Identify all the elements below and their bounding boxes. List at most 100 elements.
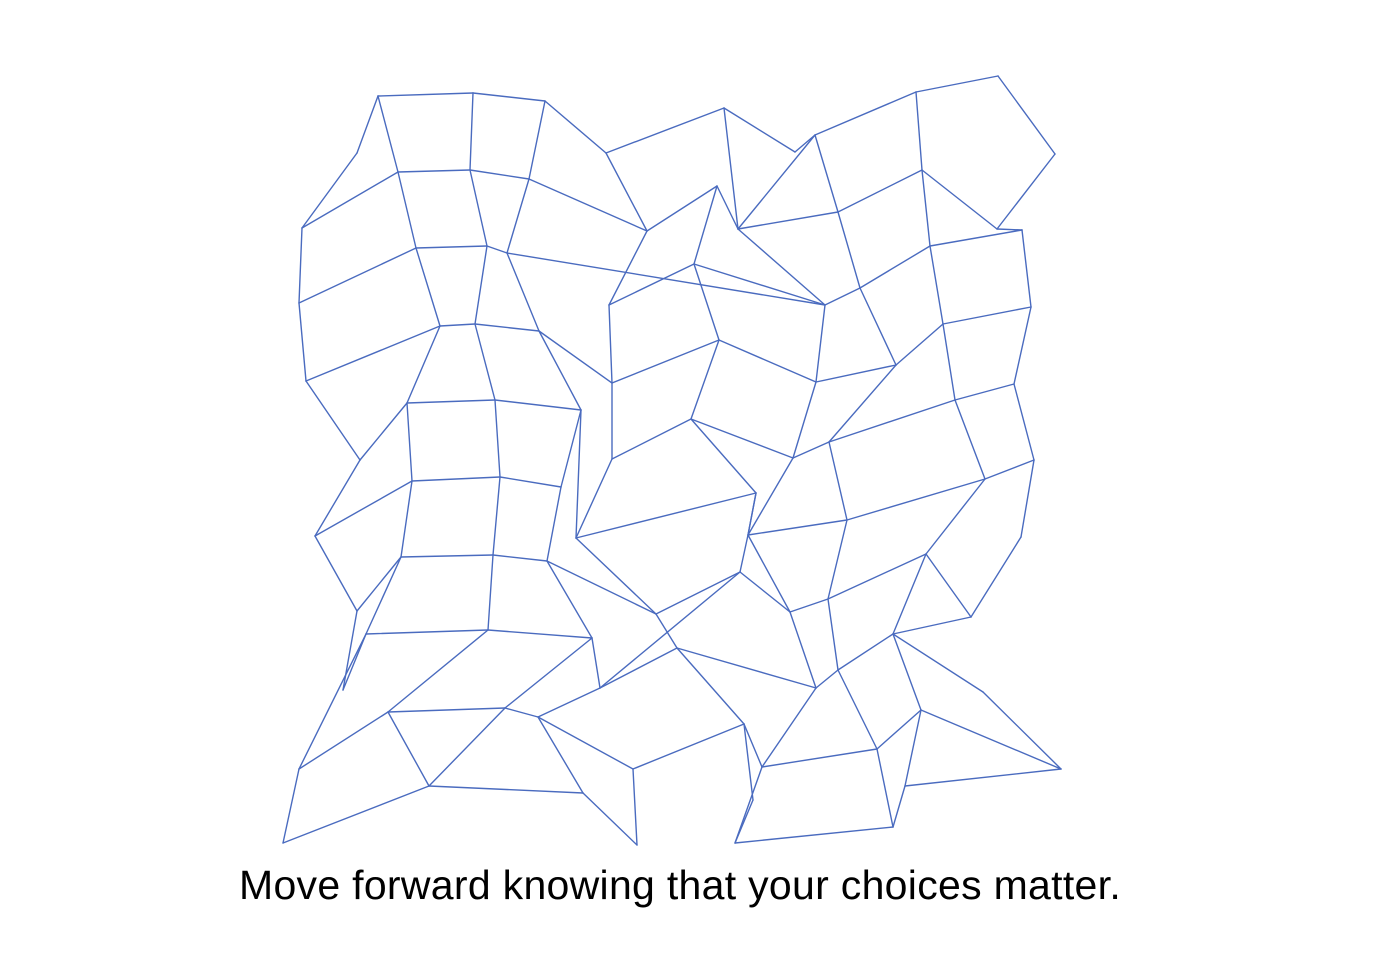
mesh-edge xyxy=(761,687,817,768)
mesh-edge xyxy=(365,556,402,635)
mesh-edge xyxy=(1013,306,1032,385)
mesh-edge xyxy=(611,339,720,384)
mesh-edge xyxy=(469,169,530,180)
mesh-edge xyxy=(895,323,944,366)
mesh-edge xyxy=(305,380,361,461)
mesh-edge xyxy=(494,399,582,411)
mesh-edge xyxy=(723,107,739,230)
mesh-edge xyxy=(506,252,826,306)
mesh-edge xyxy=(837,169,923,213)
mesh-edge xyxy=(538,330,582,411)
mesh-edge xyxy=(837,669,878,750)
mesh-edge xyxy=(305,325,441,382)
mesh-edge xyxy=(537,716,634,770)
mesh-edge xyxy=(528,178,648,232)
mesh-edge xyxy=(828,364,897,443)
mesh-edge xyxy=(789,611,817,689)
mesh-edge xyxy=(690,339,720,420)
mesh-edge xyxy=(997,75,1056,155)
mesh-edge xyxy=(546,560,593,639)
mesh-edge xyxy=(314,480,413,537)
mesh-edge xyxy=(827,519,848,600)
mesh-edge xyxy=(837,211,861,289)
mesh-edge xyxy=(560,409,582,488)
mesh-edge xyxy=(827,598,839,671)
mesh-edge xyxy=(537,716,584,794)
mesh-edge xyxy=(655,613,678,649)
mesh-edge xyxy=(904,768,1062,787)
mesh-edge xyxy=(892,633,922,711)
mesh-edge xyxy=(690,418,794,459)
mesh-edge xyxy=(982,691,1062,770)
mesh-edge xyxy=(469,169,488,247)
mesh-edge xyxy=(504,707,539,718)
mesh-edge xyxy=(575,492,757,539)
mesh-edge xyxy=(472,92,546,102)
mesh-edge xyxy=(739,571,791,613)
mesh-edge xyxy=(342,610,358,691)
mesh-edge xyxy=(487,629,593,639)
mesh-edge xyxy=(406,402,413,482)
mesh-edge xyxy=(415,247,441,327)
mesh-edge xyxy=(792,441,830,459)
mesh-edge xyxy=(356,556,402,612)
mesh-edge xyxy=(499,476,562,488)
mesh-edge xyxy=(792,381,817,459)
mesh-edge xyxy=(486,245,508,254)
mesh-edge xyxy=(743,723,763,768)
mesh-edge xyxy=(400,480,413,558)
mesh-edge xyxy=(282,768,300,844)
mesh-edge xyxy=(1020,459,1035,538)
mesh-edge xyxy=(892,785,906,828)
mesh-edge xyxy=(690,418,757,494)
mesh-edge xyxy=(599,647,678,689)
mesh-edge xyxy=(365,629,489,635)
mesh-edge xyxy=(538,330,613,384)
mesh-edge xyxy=(739,534,749,573)
mesh-edge xyxy=(815,304,826,383)
mesh-edge xyxy=(544,100,607,154)
mesh-edge xyxy=(859,245,931,289)
mesh-edge xyxy=(904,709,922,787)
mesh-edge xyxy=(693,263,720,341)
mesh-edge xyxy=(789,598,829,613)
mesh-edge xyxy=(737,228,826,306)
mesh-edge xyxy=(747,519,848,536)
mesh-edge xyxy=(828,399,956,443)
mesh-edge xyxy=(298,711,389,770)
mesh-edge xyxy=(387,711,430,787)
mesh-edge xyxy=(608,230,648,306)
mesh-edge xyxy=(892,633,984,693)
mesh-edge xyxy=(929,245,944,325)
mesh-edge xyxy=(474,323,496,401)
mesh-edge xyxy=(411,476,501,482)
mesh-edge xyxy=(747,457,794,536)
mesh-edge xyxy=(359,402,408,461)
mesh-edge xyxy=(528,100,546,180)
mesh-edge xyxy=(492,476,501,556)
mesh-edge xyxy=(996,153,1056,230)
mesh-edge xyxy=(892,553,927,635)
mesh-edge xyxy=(876,748,894,828)
mesh-edge xyxy=(984,459,1035,480)
mesh-edge xyxy=(406,399,496,404)
mesh-edge xyxy=(693,185,718,265)
mesh-edge xyxy=(406,325,441,404)
mesh-edge xyxy=(356,95,379,154)
mesh-edge xyxy=(737,211,839,230)
mesh-edge xyxy=(611,418,692,460)
mesh-edge xyxy=(1021,229,1032,308)
mesh-edge xyxy=(506,252,540,332)
mesh-edge xyxy=(575,409,582,539)
mesh-edge xyxy=(996,228,1023,231)
mesh-edge xyxy=(400,554,494,558)
mesh-edge xyxy=(314,459,361,537)
mesh-edge xyxy=(282,785,430,844)
mesh-edge xyxy=(314,535,358,612)
mesh-edge xyxy=(546,560,657,615)
mesh-edge xyxy=(342,633,367,691)
mesh-edge xyxy=(925,553,972,618)
mesh-edge xyxy=(377,95,399,173)
mesh-edge xyxy=(925,478,986,555)
